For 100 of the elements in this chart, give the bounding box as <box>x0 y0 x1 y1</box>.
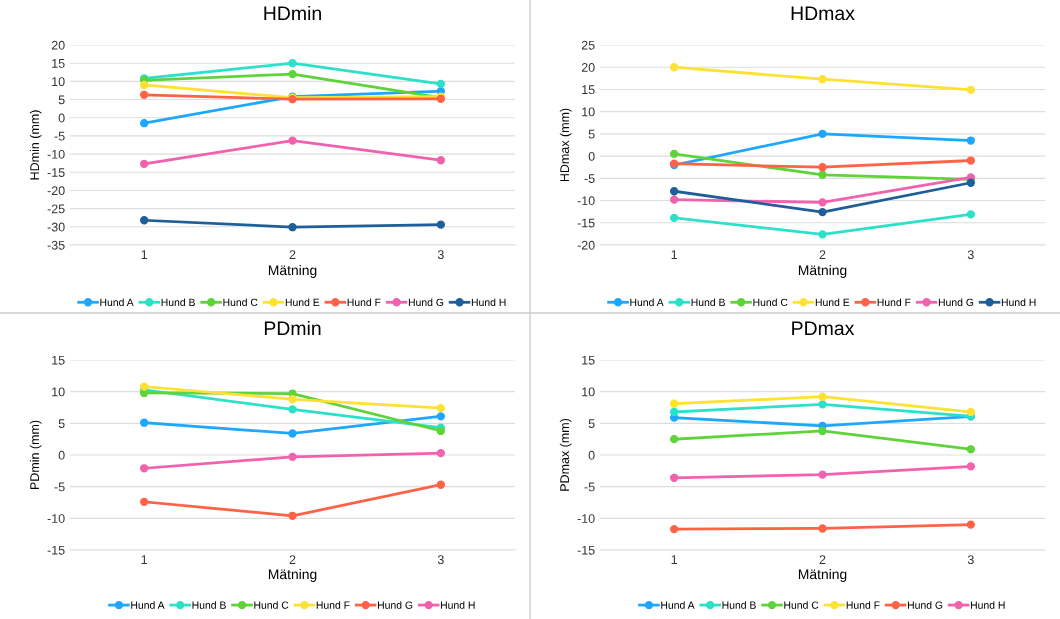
y-tick-label: 0 <box>58 450 65 460</box>
legend-label: Hund G <box>907 601 943 609</box>
point <box>139 418 149 427</box>
y-tick-label: 20 <box>581 63 595 72</box>
point <box>436 480 446 489</box>
y-tick-label: 15 <box>582 355 595 365</box>
point <box>966 462 976 471</box>
legend-label: Hund F <box>347 298 381 307</box>
point <box>966 156 976 165</box>
y-tick-label: 10 <box>582 107 595 117</box>
point <box>436 448 446 458</box>
point <box>818 75 827 84</box>
point <box>139 119 149 128</box>
point <box>818 400 827 409</box>
point <box>669 187 679 196</box>
y-tick-label: 15 <box>582 85 595 95</box>
point <box>669 195 679 204</box>
x-tick-label: 3 <box>437 250 444 260</box>
point <box>966 210 976 219</box>
legend-label: Hund B <box>691 298 725 307</box>
y-tick-label: -5 <box>584 174 595 183</box>
chart-title: PDmin <box>264 320 321 335</box>
x-axis-title: Mätning <box>798 265 847 278</box>
legend-label: Hund H <box>970 601 1005 609</box>
point <box>288 429 297 438</box>
point <box>966 520 976 529</box>
legend-label: Hund H <box>471 298 506 307</box>
point <box>139 90 149 99</box>
y-tick-label: -5 <box>54 131 65 141</box>
y-tick-label: -15 <box>47 545 65 555</box>
x-tick-label: 1 <box>671 250 678 259</box>
x-tick-label: 1 <box>141 250 148 259</box>
y-tick-label: 15 <box>52 59 65 68</box>
y-tick-label: -15 <box>577 545 595 555</box>
point <box>818 198 827 207</box>
y-tick-label: -25 <box>47 204 65 214</box>
point <box>669 63 679 72</box>
legend-label: Hund E <box>815 298 850 307</box>
point <box>818 392 827 401</box>
point <box>669 434 679 444</box>
legend-label: Hund A <box>630 298 664 307</box>
x-tick-label: 3 <box>967 250 974 260</box>
y-tick-label: 5 <box>588 419 595 428</box>
chart-title: PDmax <box>792 321 855 336</box>
point <box>288 136 297 145</box>
y-tick-label: -5 <box>584 482 595 492</box>
y-tick-label: -5 <box>54 482 65 492</box>
point <box>669 399 679 408</box>
y-axis-title: HDmin (mm) <box>29 110 42 180</box>
legend-label: Hund A <box>131 601 165 609</box>
legend-label: Hund F <box>846 601 880 609</box>
y-tick-label: -20 <box>577 240 595 250</box>
point <box>669 473 679 482</box>
point <box>818 470 827 479</box>
y-tick-label: 10 <box>582 387 595 397</box>
chart-title: HDmax <box>791 6 855 21</box>
y-tick-label: -30 <box>47 222 65 232</box>
point <box>966 445 976 454</box>
point <box>139 464 149 473</box>
point <box>436 79 446 89</box>
point <box>669 407 679 417</box>
legend-label: Hund B <box>161 298 195 307</box>
x-axis-title: Mätning <box>268 265 317 278</box>
point <box>966 136 976 145</box>
point <box>818 230 827 239</box>
legend-label: Hund C <box>753 298 788 307</box>
point <box>818 163 827 172</box>
y-tick-label: -10 <box>47 149 65 159</box>
point <box>818 426 827 436</box>
legend-label: Hund H <box>440 601 475 609</box>
point <box>436 156 446 165</box>
y-tick-label: 0 <box>588 450 595 460</box>
chart-title: HDmin <box>264 5 321 20</box>
y-tick-label: 15 <box>52 355 65 365</box>
point <box>436 412 446 421</box>
point <box>669 149 679 159</box>
y-tick-label: 25 <box>581 40 595 50</box>
y-tick-label: 10 <box>52 387 65 397</box>
y-tick-label: -10 <box>47 514 65 523</box>
point <box>288 395 297 404</box>
point <box>139 80 149 90</box>
point <box>436 220 446 229</box>
legend-label: Hund C <box>223 298 258 307</box>
x-tick-label: 2 <box>289 555 296 564</box>
legend-label: Hund E <box>285 298 320 307</box>
y-tick-label: -10 <box>577 196 595 206</box>
x-tick-label: 3 <box>967 555 974 565</box>
y-tick-label: 10 <box>52 77 65 87</box>
x-tick-label: 2 <box>289 250 296 259</box>
legend-label: Hund H <box>1001 298 1036 307</box>
point <box>139 497 149 507</box>
y-axis-title: PDmax (mm) <box>559 418 572 491</box>
point <box>288 405 297 414</box>
legend-label: Hund F <box>877 298 911 307</box>
point <box>288 223 297 232</box>
point <box>818 170 827 179</box>
legend-label: Hund A <box>661 601 695 609</box>
point <box>436 403 446 413</box>
legend-label: Hund G <box>408 298 444 307</box>
x-tick-label: 3 <box>437 555 444 565</box>
